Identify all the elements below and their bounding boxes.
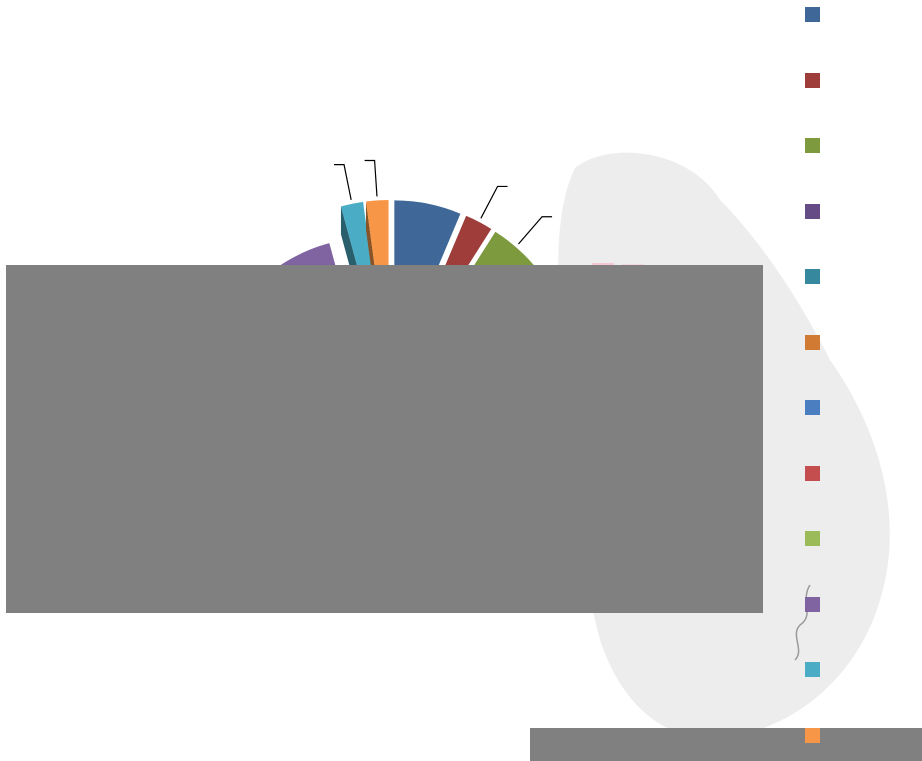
legend-swatch xyxy=(805,400,820,415)
legend-swatch xyxy=(805,596,820,612)
leader-line xyxy=(364,159,378,197)
legend-item xyxy=(805,662,915,682)
legend-item xyxy=(805,465,915,486)
legend-item xyxy=(805,596,915,617)
leader-line xyxy=(480,185,508,219)
legend-item xyxy=(805,72,915,93)
legend-swatch xyxy=(805,7,820,22)
legend-swatch xyxy=(805,72,820,88)
legend-swatch xyxy=(805,531,820,546)
legend-item xyxy=(805,531,915,551)
legend-item xyxy=(805,334,915,355)
legend-swatch xyxy=(805,138,820,153)
leader-line xyxy=(334,163,352,201)
legend-item xyxy=(805,400,915,420)
redaction-block xyxy=(6,265,763,613)
legend-swatch xyxy=(805,203,820,219)
legend-swatch xyxy=(805,662,820,677)
legend-item xyxy=(805,7,915,27)
legend-swatch xyxy=(805,269,820,284)
legend-item xyxy=(805,138,915,158)
legend-swatch xyxy=(805,334,820,350)
legend-item xyxy=(805,203,915,224)
legend-item xyxy=(805,269,915,289)
legend-item xyxy=(805,727,915,748)
legend-swatch xyxy=(805,727,820,743)
redaction-block xyxy=(530,728,922,761)
legend-swatch xyxy=(805,465,820,481)
leader-line xyxy=(518,216,553,245)
